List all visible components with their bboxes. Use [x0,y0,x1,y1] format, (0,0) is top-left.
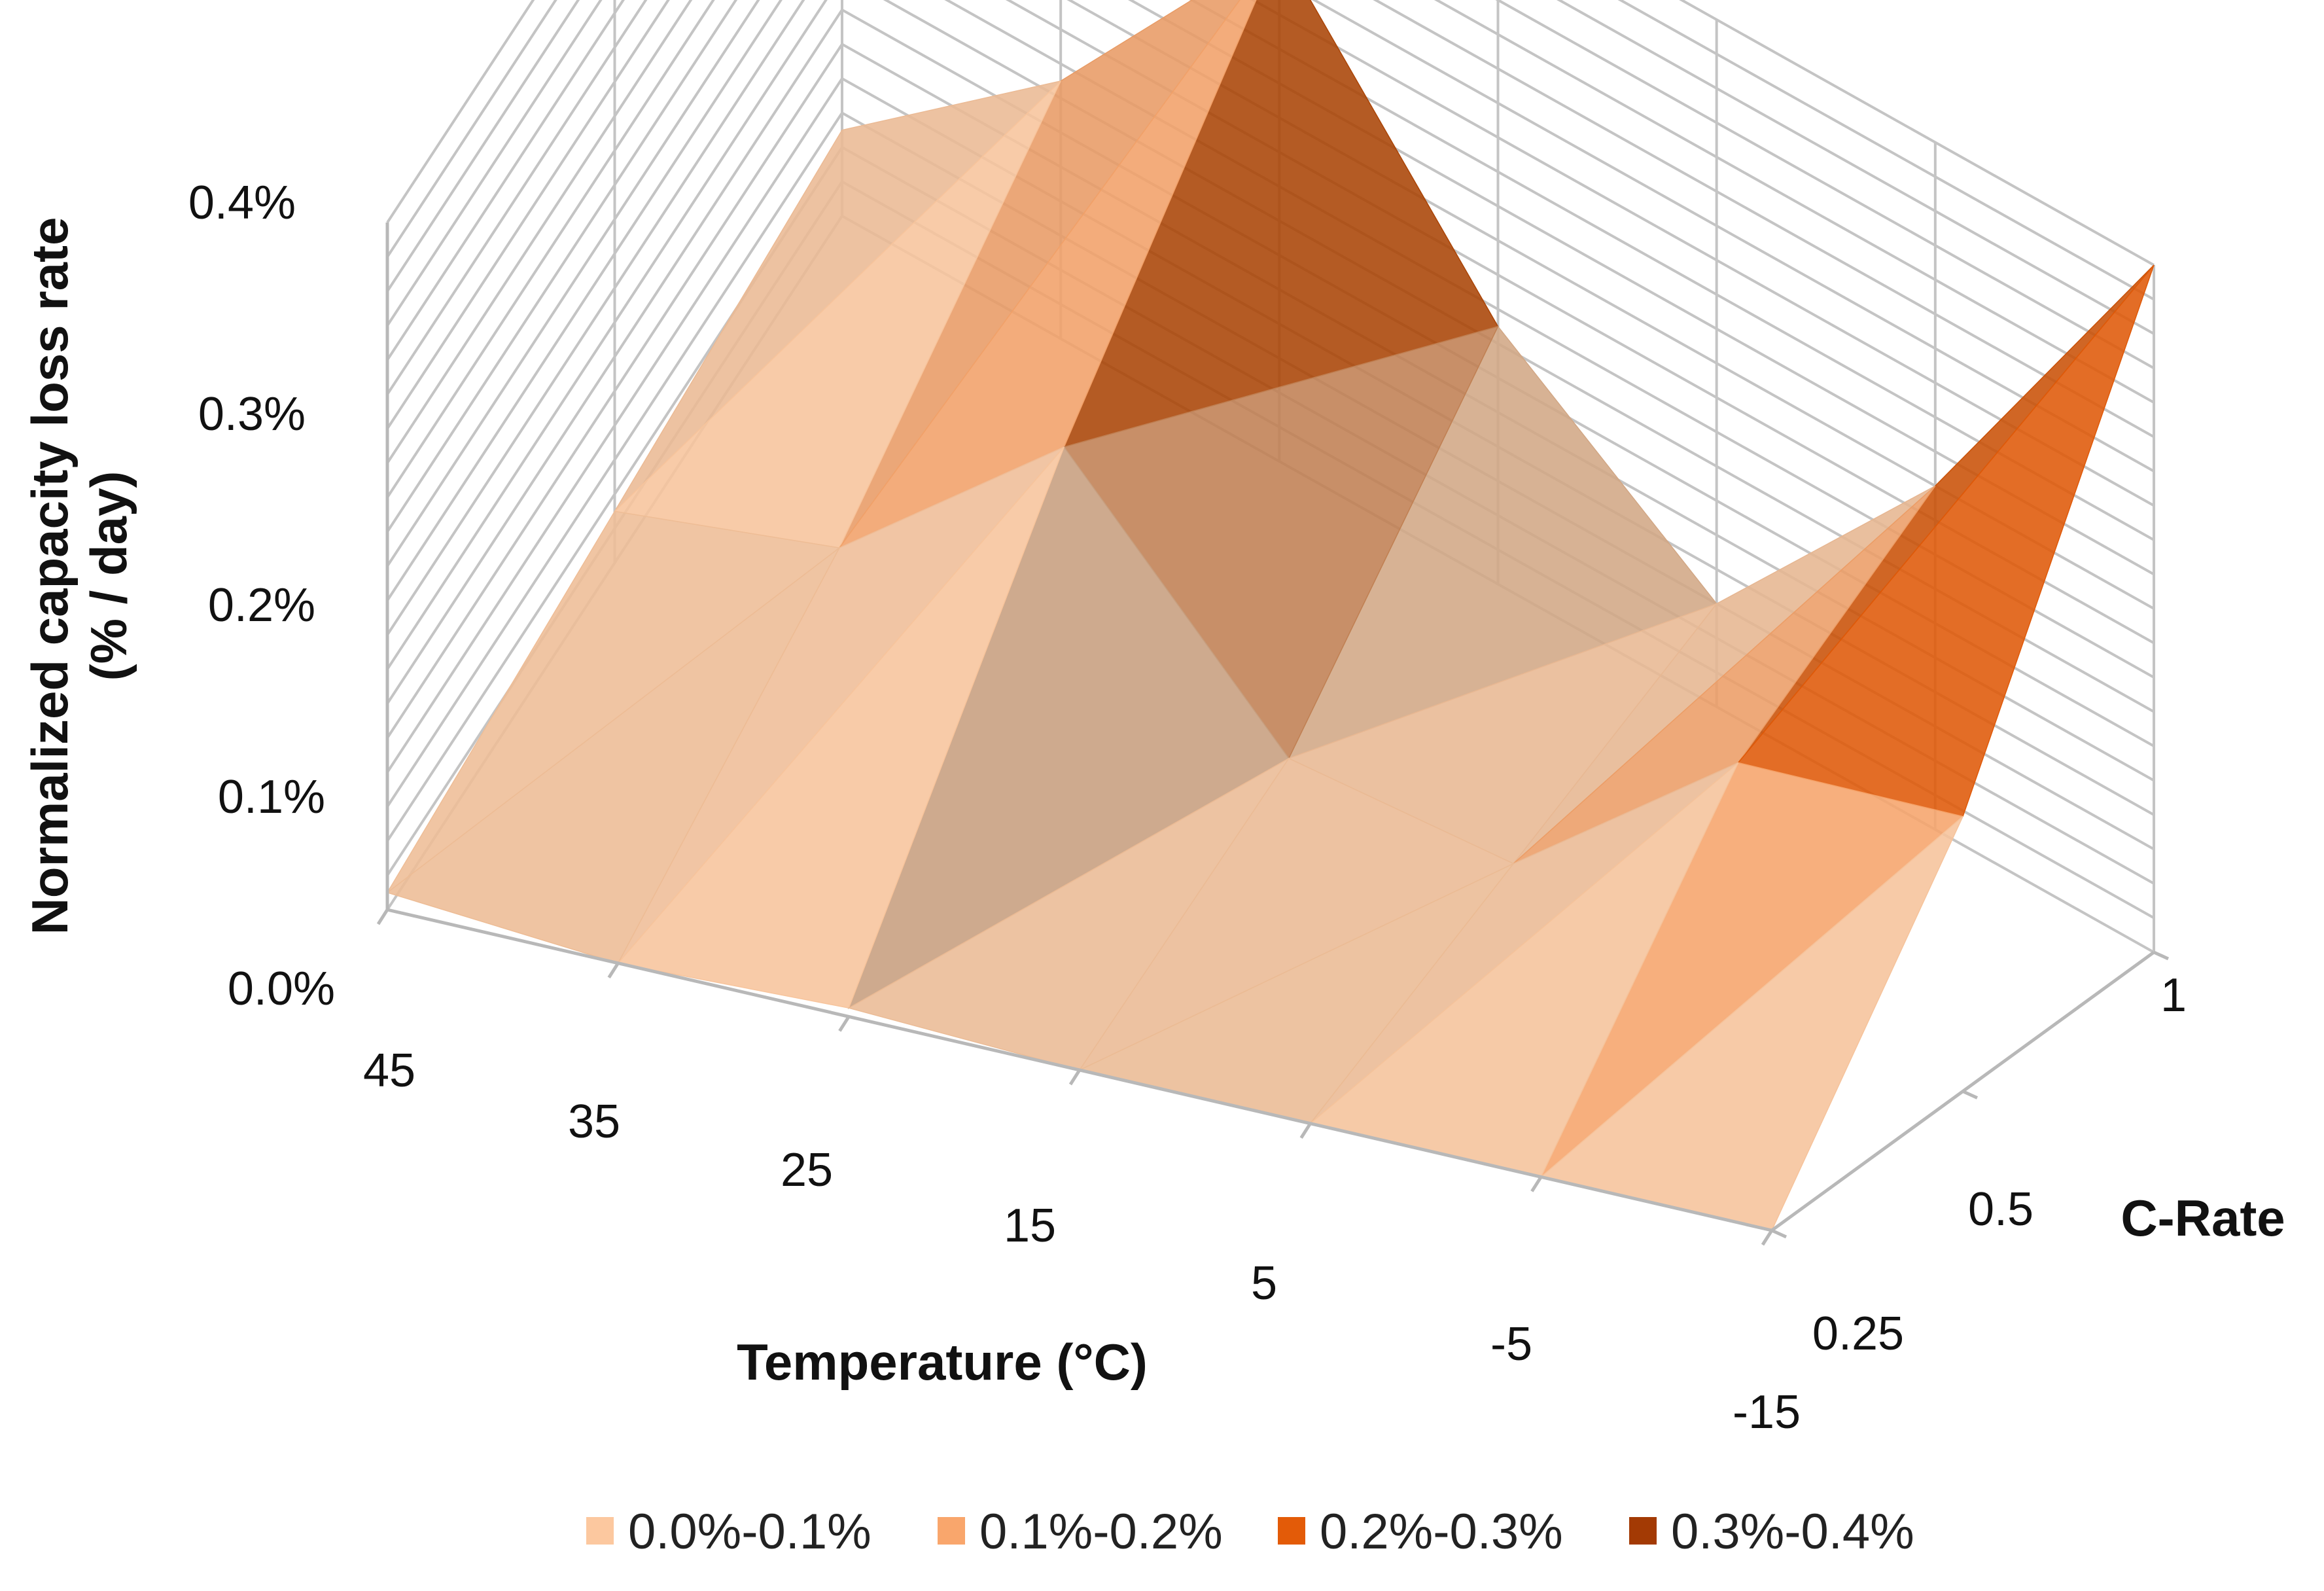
temperature-tick-label: 5 [1251,1257,1277,1310]
z-tick-label: 0.4% [188,177,296,229]
legend-swatch [938,1517,965,1545]
surface-facet [847,758,1290,1071]
c-rate-tick-mark [2153,950,2170,961]
c-rate-tick-label: 1 [2160,969,2187,1022]
temperature-tick-label: 15 [1004,1200,1056,1252]
z-tick-label: 0.3% [198,388,306,440]
chart-axes [376,223,2170,1246]
temperature-tick-mark [1530,1175,1543,1192]
legend-label: 0.3%-0.4% [1671,1504,1914,1560]
z-axis-title-unit: (% / day) [80,471,137,681]
temperature-tick-label: -5 [1490,1318,1532,1370]
temperature-tick-mark [376,908,389,925]
surface-facet [617,446,1065,1009]
z-axis-ticks: 0.0% 0.1% 0.2% 0.3% 0.4% [188,177,335,1015]
x-axis-title: Temperature (°C) [737,1333,1148,1391]
z-tick-label: 0.2% [208,579,315,632]
temperature-tick-label: 35 [568,1096,620,1148]
z-tick-label: 0.1% [218,771,325,823]
c-rate-tick-label: 0.5 [1968,1183,2034,1236]
c-rate-axis-ticks: 0.25 0.5 1 [1812,969,2187,1360]
temperature-tick-label: 45 [363,1045,415,1097]
temperature-tick-mark [1068,1069,1082,1086]
legend-swatch [1278,1517,1305,1545]
legend-item: 0.0%-0.1% [586,1504,872,1560]
temperature-tick-label: -15 [1733,1386,1801,1439]
temperature-tick-label: 25 [781,1144,833,1196]
temperature-tick-mark [1299,1122,1312,1139]
z-axis-title: Normalized capacity loss rate [21,217,79,935]
legend: 0.0%-0.1% 0.1%-0.2% 0.2%-0.3% 0.3%-0.4% [586,1504,1914,1560]
temperature-tick-mark [1761,1229,1774,1246]
z-tick-label: 0.0% [228,963,335,1015]
legend-label: 0.2%-0.3% [1320,1504,1563,1560]
c-rate-tick-mark [1962,1090,1979,1099]
chart-gridlines [386,0,2155,954]
y-axis-title: C-Rate [2121,1189,2285,1247]
legend-item: 0.2%-0.3% [1278,1504,1563,1560]
temperature-tick-mark [607,962,620,979]
legend-swatch [1629,1517,1657,1545]
c-rate-tick-label: 0.25 [1812,1308,1904,1360]
temperature-tick-mark [838,1015,851,1032]
chart-surface [386,0,2155,1231]
legend-label: 0.0%-0.1% [628,1504,872,1560]
surface-facet [386,547,840,964]
legend-swatch [586,1517,614,1545]
c-rate-tick-mark [1770,1228,1787,1239]
legend-item: 0.3%-0.4% [1629,1504,1914,1560]
legend-item: 0.1%-0.2% [938,1504,1223,1560]
temperature-axis-ticks: 45 35 25 15 5 -5 -15 [363,1045,1801,1439]
legend-label: 0.1%-0.2% [979,1504,1223,1560]
